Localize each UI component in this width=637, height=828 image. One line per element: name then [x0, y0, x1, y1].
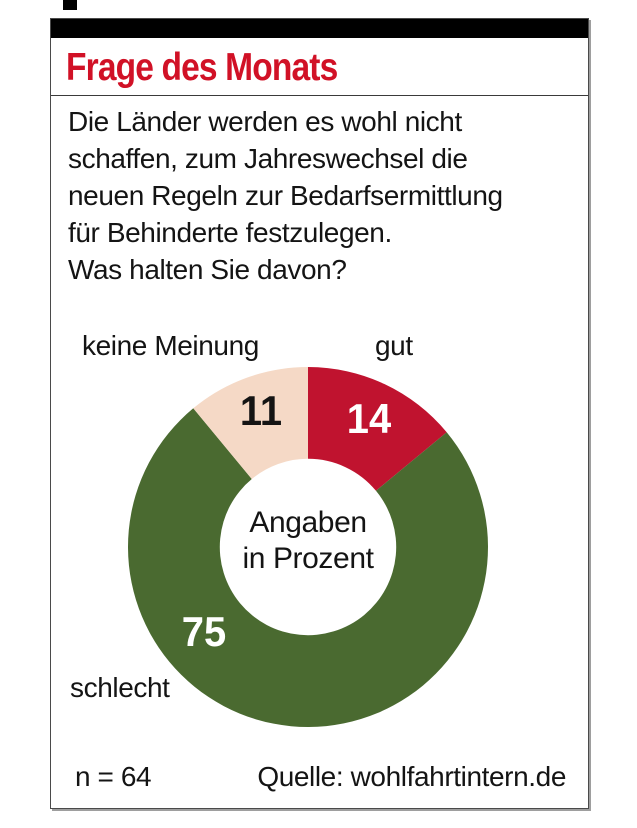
top-black-bar: [51, 19, 588, 38]
donut-chart: [128, 367, 488, 727]
segment-value-gut: 14: [346, 395, 392, 442]
donut-center-label: Angaben in Prozent: [242, 506, 374, 575]
header-divider: [51, 95, 588, 96]
donut-chart-area: keine Meinung gut schlecht 14 75 11 Anga…: [51, 319, 586, 759]
segment-label-gut: gut: [375, 330, 413, 361]
segment-label-keine-meinung: keine Meinung: [82, 330, 259, 361]
donut-segment-keine-meinung: [193, 367, 308, 480]
source-label: Quelle: wohlfahrtintern.de: [257, 761, 566, 792]
card-title: Frage des Monats: [66, 46, 338, 89]
sample-size-label: n = 64: [75, 761, 152, 792]
question-text: Die Länder werden es wohl nicht schaffen…: [68, 106, 503, 285]
page-crop-mark: [63, 0, 77, 10]
survey-card: Frage des Monats Die Länder werden es wo…: [50, 18, 589, 809]
donut-segment-schlecht: [128, 408, 488, 727]
donut-segment-gut: [308, 367, 447, 491]
segment-value-keine-meinung: 11: [239, 387, 283, 434]
segment-label-schlecht: schlecht: [70, 672, 170, 703]
segment-value-schlecht: 75: [181, 608, 227, 655]
